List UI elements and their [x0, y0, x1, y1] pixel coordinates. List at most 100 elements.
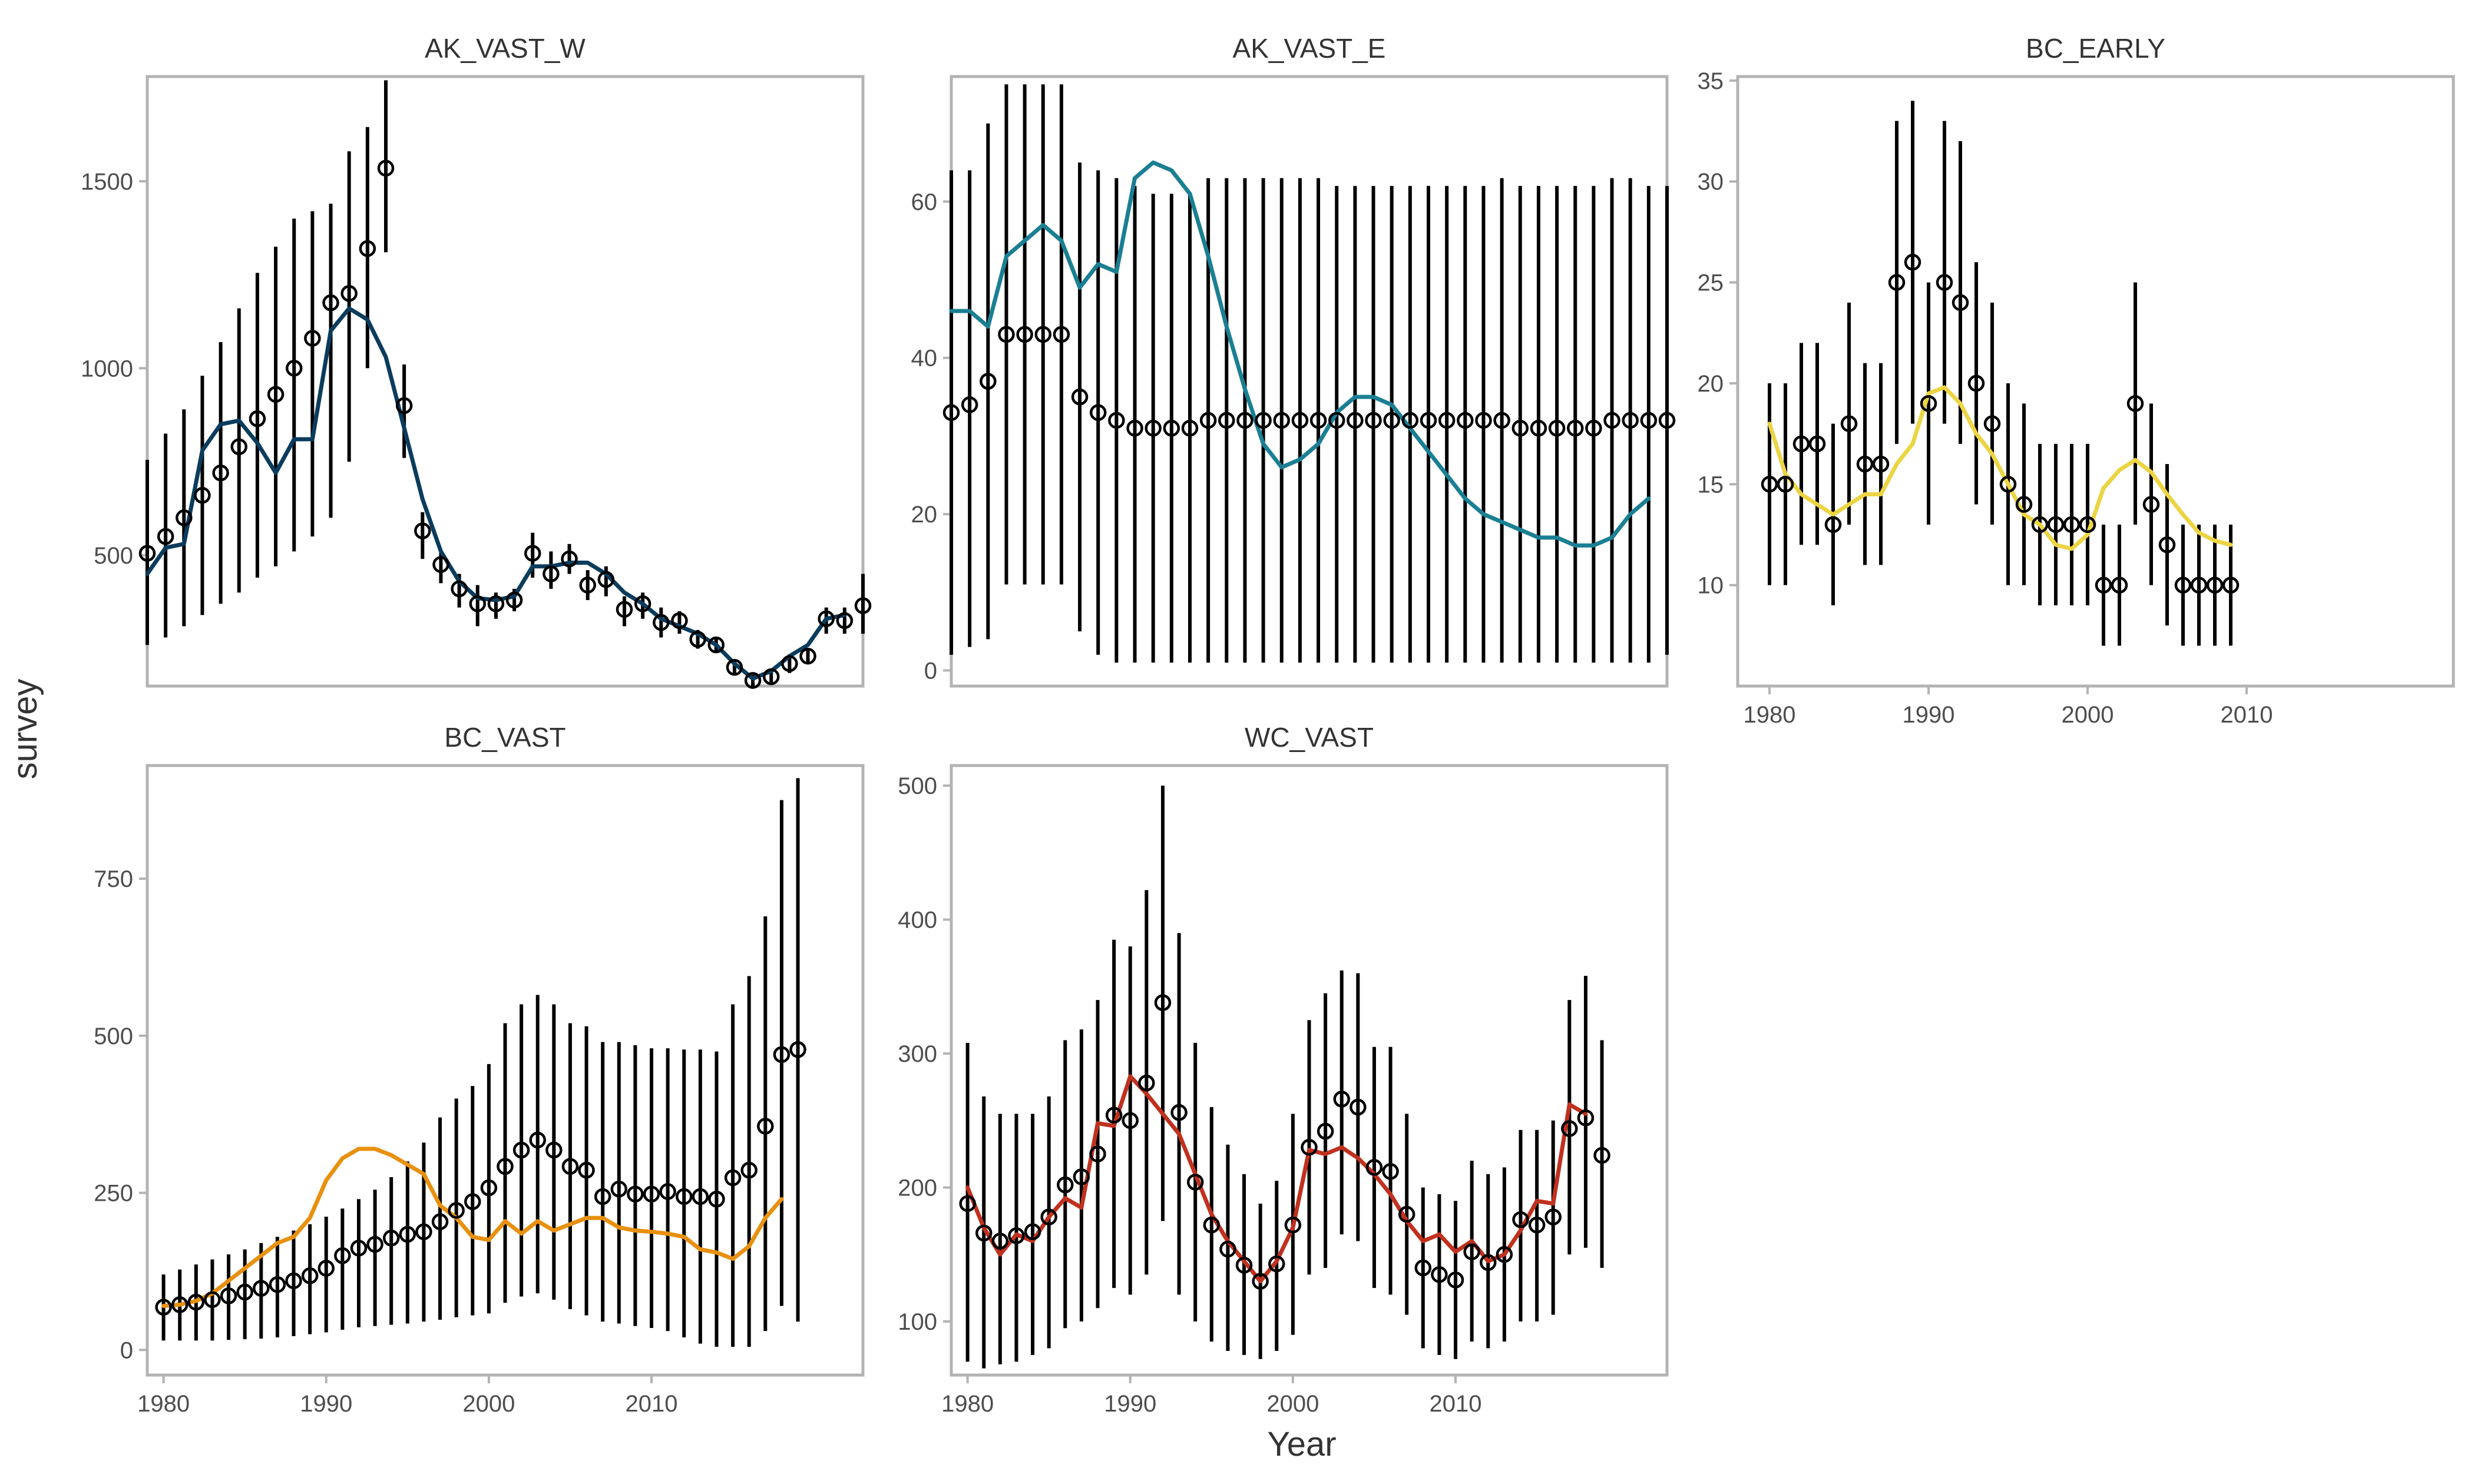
observation-point: [1438, 412, 1456, 429]
observation-point: [1163, 419, 1180, 437]
observation-point: [1528, 1216, 1546, 1234]
observation-point: [359, 240, 376, 257]
observation-point: [350, 1240, 368, 1257]
observation-point: [2047, 516, 2065, 534]
observation-point: [854, 597, 872, 614]
observation-point: [448, 1202, 465, 1219]
y-tick-label: 60: [911, 189, 938, 215]
observation-point: [1309, 412, 1327, 429]
observation-point: [469, 595, 487, 612]
observation-point: [2126, 395, 2144, 412]
observation-point: [1154, 994, 1172, 1011]
observation-point: [236, 1283, 253, 1301]
observation-point: [762, 668, 780, 685]
observation-point: [1273, 412, 1291, 429]
observation-point: [689, 631, 706, 648]
observation-point: [757, 1118, 774, 1135]
y-tick-label: 250: [94, 1181, 133, 1207]
y-tick-label: 200: [898, 1175, 937, 1201]
observation-point: [726, 659, 743, 676]
observation-point: [1585, 419, 1602, 437]
observation-point: [1365, 412, 1382, 429]
observation-point: [1792, 435, 1810, 452]
x-tick-label: 2010: [2221, 702, 2273, 728]
observation-point: [1561, 1120, 1578, 1137]
observation-point: [1089, 404, 1107, 421]
observation-point: [480, 1179, 498, 1197]
panel-frame: [1736, 75, 2455, 688]
observation-point: [1496, 1246, 1513, 1263]
observation-point: [2222, 577, 2240, 594]
observation-point: [1603, 412, 1620, 429]
x-tick-label: 2010: [1430, 1391, 1482, 1417]
observation-point: [399, 1225, 416, 1243]
observation-point: [1236, 412, 1253, 429]
observation-point: [1105, 1107, 1123, 1124]
y-tick-label: 500: [94, 1023, 133, 1049]
x-tick-label: 1980: [941, 1391, 994, 1417]
observation-point: [980, 373, 997, 390]
observation-point: [1218, 412, 1235, 429]
observation-point: [545, 1141, 563, 1159]
observation-point: [1235, 1257, 1253, 1274]
observation-point: [2190, 577, 2208, 594]
observation-point: [959, 1195, 976, 1213]
observation-point: [2142, 496, 2160, 513]
observation-point: [1566, 419, 1584, 437]
panel-title: AK_VAST_E: [1233, 33, 1386, 64]
observation-point: [1008, 1227, 1025, 1244]
observation-point: [301, 1267, 319, 1284]
panel-bc_vast: BC_VAST 0 250 500 750 1980 1990 2000 2010: [94, 722, 865, 1417]
observation-point: [1284, 1216, 1302, 1234]
observation-point: [1511, 419, 1529, 437]
observation-point: [285, 1272, 302, 1290]
y-tick-label: 0: [120, 1337, 133, 1363]
panel-title: WC_VAST: [1245, 722, 1374, 753]
observation-point: [377, 160, 395, 177]
observation-point: [1640, 412, 1658, 429]
x-axis-title: Year: [1267, 1425, 1336, 1463]
observation-point: [1967, 375, 1985, 392]
observation-point: [653, 614, 670, 631]
observation-point: [1122, 1112, 1139, 1129]
observation-point: [2031, 516, 2049, 534]
fit-line: [145, 306, 847, 681]
observation-point: [1053, 326, 1070, 343]
observation-point: [414, 522, 431, 539]
observation-point: [2111, 577, 2128, 594]
y-tick-label: 15: [1698, 472, 1724, 498]
observation-point: [2095, 577, 2112, 594]
observation-point: [1920, 395, 1937, 412]
observation-point: [157, 528, 174, 545]
y-tick-label: 100: [898, 1309, 937, 1335]
observation-point: [1199, 412, 1217, 429]
observation-point: [692, 1188, 709, 1205]
observation-point: [2206, 577, 2224, 594]
observation-point: [1475, 412, 1492, 429]
x-tick-label: 1990: [300, 1391, 352, 1417]
y-tick-label: 1500: [81, 169, 133, 195]
y-tick-label: 750: [94, 866, 133, 892]
y-tick-label: 500: [94, 543, 133, 569]
observation-point: [1983, 415, 2001, 432]
x-tick-label: 2000: [2062, 702, 2114, 728]
observation-point: [1401, 412, 1419, 429]
observation-point: [1181, 419, 1199, 437]
y-tick-label: 10: [1698, 573, 1724, 599]
observation-point: [1431, 1266, 1448, 1283]
observation-point: [1777, 476, 1794, 493]
observation-point: [497, 1158, 514, 1175]
observation-point: [610, 1180, 628, 1198]
observation-point: [1544, 1208, 1562, 1225]
observation-point: [187, 1293, 205, 1311]
observation-point: [2174, 577, 2192, 594]
observation-point: [304, 330, 321, 347]
observation-point: [138, 545, 156, 562]
observation-point: [1512, 1211, 1529, 1228]
observation-point: [267, 386, 285, 403]
observation-point: [285, 360, 303, 377]
observation-point: [998, 326, 1015, 343]
fit-line: [161, 1147, 784, 1309]
observation-point: [659, 1183, 676, 1200]
